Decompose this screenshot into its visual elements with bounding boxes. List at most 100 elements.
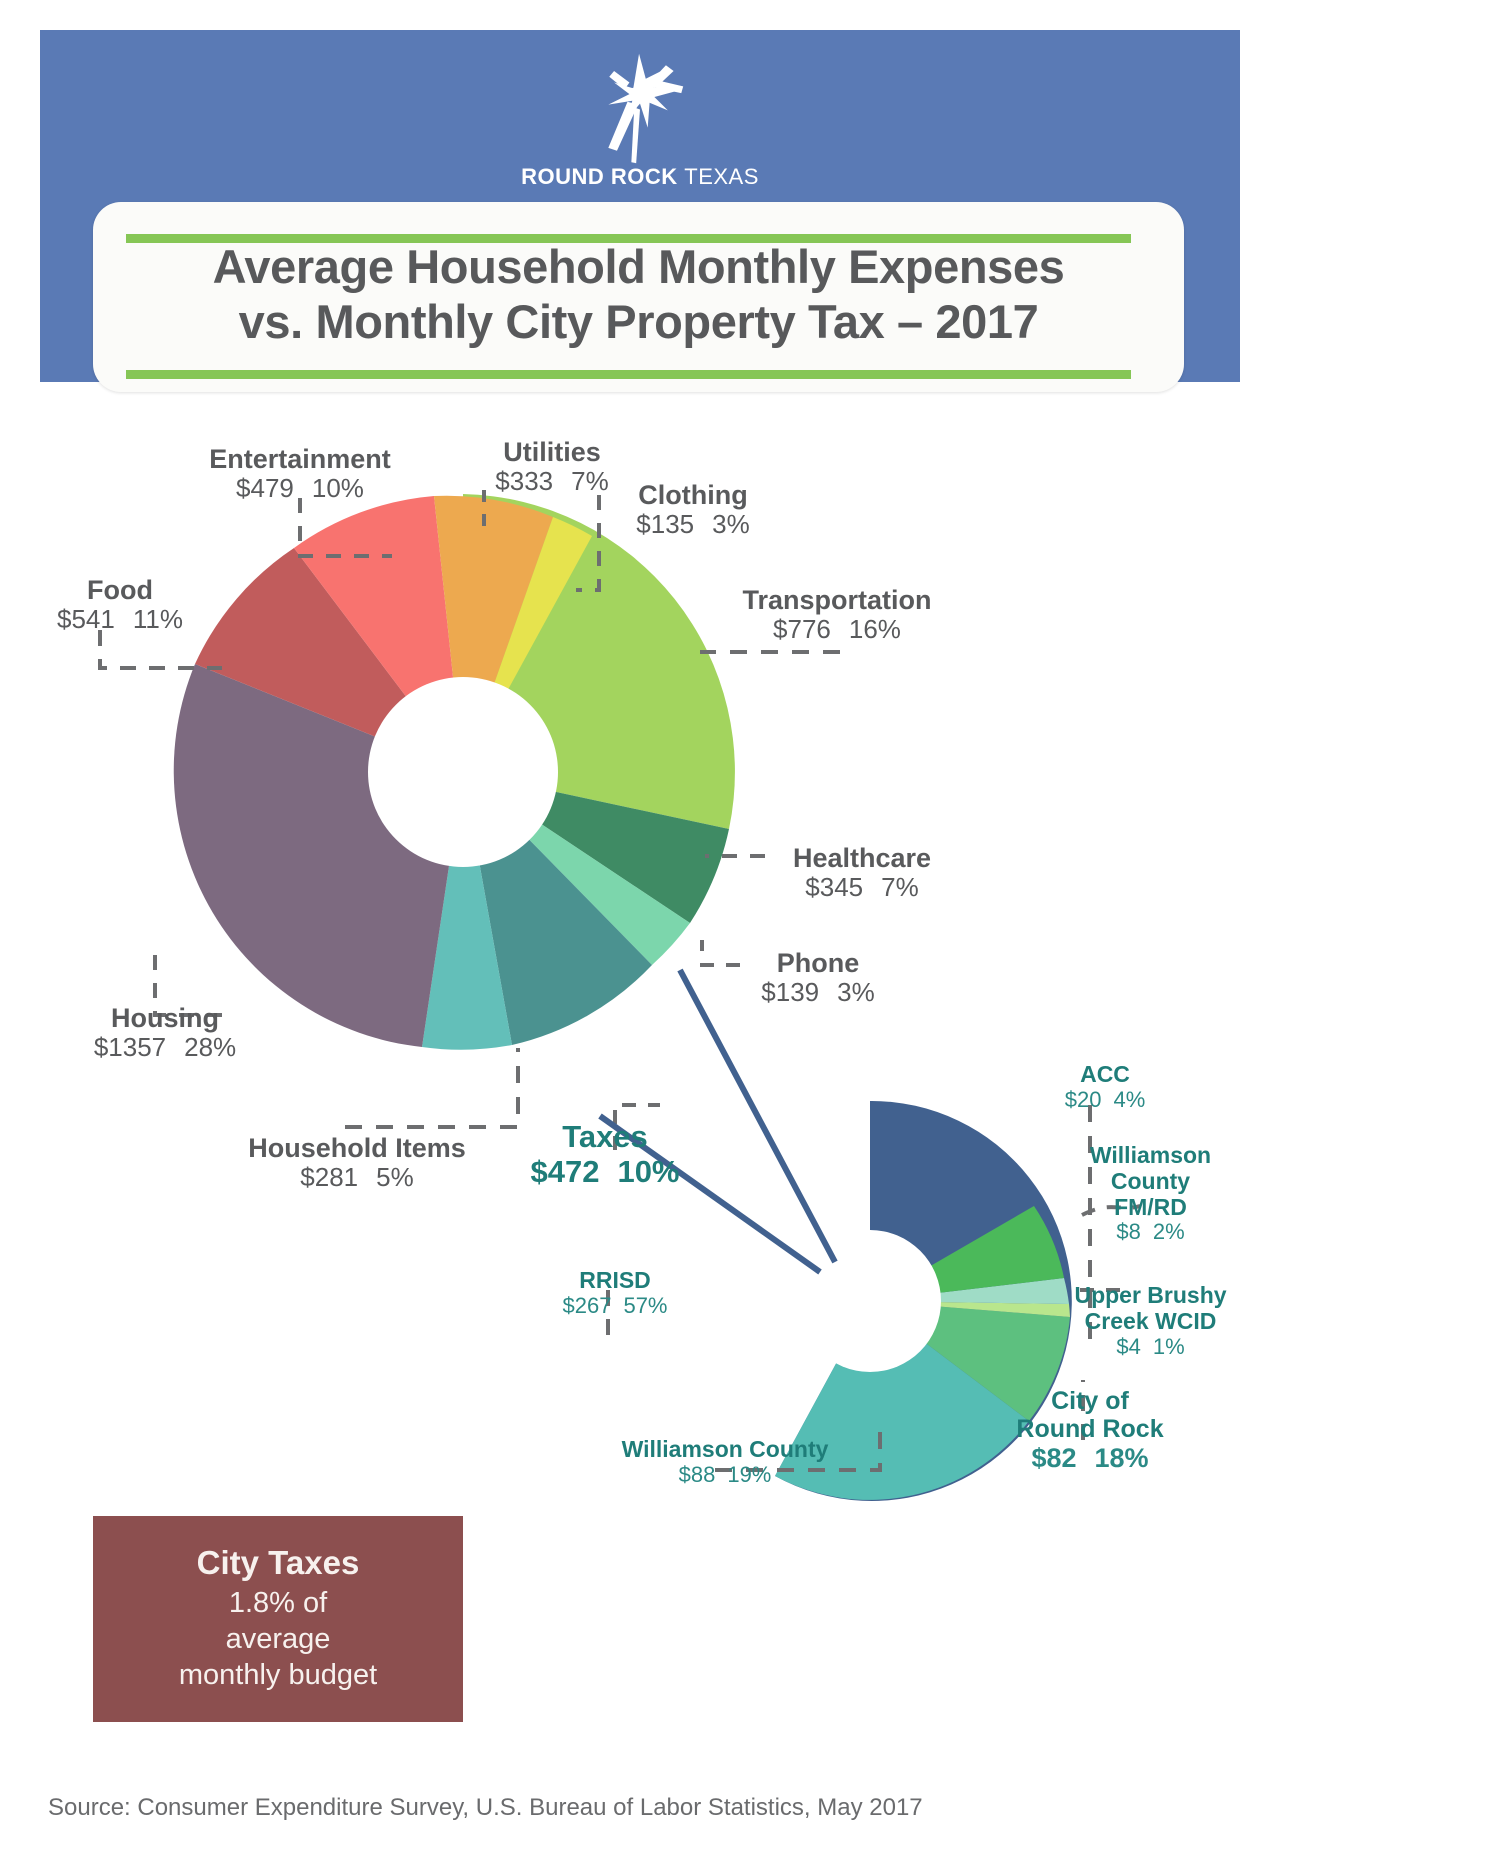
leader-entertainment: [298, 498, 392, 558]
tax-donut-hole: [799, 1230, 941, 1372]
label-taxes: Taxes $472 10%: [510, 1119, 700, 1189]
label-housing: Housing $1357 28%: [50, 1003, 280, 1062]
label-acc-amount: $20: [1064, 1086, 1102, 1112]
label-wilco-amount: $88: [678, 1461, 716, 1487]
label-ubcwcid-percent: 1%: [1152, 1333, 1185, 1359]
charts-svg: [98, 490, 1141, 1501]
label-wilco-fmrd-amount: $8: [1116, 1219, 1141, 1245]
label-acc-name: ACC: [1080, 1061, 1130, 1087]
city-taxes-line2: average: [225, 1623, 331, 1656]
main-expenses-donut: [173, 494, 735, 1050]
label-transportation: Transportation $776 16%: [722, 585, 952, 644]
charts-area: [0, 400, 1496, 1800]
label-utilities-name: Utilities: [503, 437, 601, 467]
label-ubcwcid-amount: $4: [1116, 1333, 1141, 1359]
main-leader-lines: [98, 490, 840, 1150]
label-city-of-round-rock: City of Round Rock $82 18%: [980, 1387, 1200, 1473]
label-phone-amount: $139: [761, 977, 820, 1008]
label-wilco-fmrd-name-3: FM/RD: [1114, 1193, 1187, 1220]
brand-wordmark: ROUND ROCK TEXAS: [521, 164, 759, 190]
label-utilities-amount: $333: [495, 466, 554, 497]
label-entertainment-name: Entertainment: [209, 444, 391, 474]
leader-household-items: [345, 1048, 520, 1129]
label-healthcare-name: Healthcare: [792, 843, 932, 873]
label-wilco-fmrd-name-1: Williamson: [1089, 1142, 1212, 1168]
label-taxes-percent: 10%: [617, 1153, 680, 1189]
label-rrisd-amount: $267: [562, 1292, 612, 1318]
title-rule-bottom: [126, 370, 1131, 379]
label-williamson-county-fmrd: Williamson County FM/RD $8 2%: [1053, 1142, 1248, 1245]
label-clothing-percent: 3%: [712, 509, 750, 540]
label-phone-name: Phone: [776, 948, 860, 978]
taxes-connector-lines: [598, 968, 838, 1275]
label-city-rr-name-2: Round Rock: [1016, 1415, 1164, 1443]
label-transportation-percent: 16%: [848, 614, 901, 645]
label-food: Food $541 11%: [20, 575, 220, 634]
label-household-items-amount: $281: [300, 1162, 359, 1193]
label-acc-percent: 4%: [1113, 1086, 1146, 1112]
label-transportation-name: Transportation: [742, 585, 932, 615]
label-wilco-percent: 19%: [727, 1461, 772, 1487]
city-taxes-line3: monthly budget: [178, 1658, 378, 1691]
source-note: Source: Consumer Expenditure Survey, U.S…: [48, 1794, 923, 1821]
slice-williamson-county: [775, 1301, 1029, 1500]
label-healthcare-percent: 7%: [881, 872, 919, 903]
label-household-items-name: Household Items: [248, 1133, 466, 1163]
leader-clothing: [576, 495, 601, 592]
connector-lower: [598, 1113, 822, 1275]
tax-leader-lines: [606, 1105, 1141, 1472]
label-rrisd: RRISD $267 57%: [530, 1267, 700, 1318]
label-city-rr-name-1: City of: [1051, 1387, 1129, 1415]
label-wilco-fmrd-percent: 2%: [1152, 1219, 1185, 1245]
label-food-name: Food: [87, 575, 153, 605]
property-tax-donut: [775, 1100, 1072, 1501]
label-utilities-percent: 7%: [571, 466, 609, 497]
label-utilities: Utilities $333 7%: [462, 437, 642, 496]
leader-wilco-fmrd: [1081, 1204, 1141, 1217]
label-williamson-county: Williamson County $88 19%: [600, 1436, 850, 1487]
label-phone-percent: 3%: [837, 977, 875, 1008]
leader-phone: [700, 940, 740, 967]
label-upper-brushy-creek-wcid: Upper Brushy Creek WCID $4 1%: [1043, 1282, 1258, 1359]
label-food-percent: 11%: [132, 604, 183, 635]
label-city-rr-amount: $82: [1031, 1443, 1077, 1473]
round-rock-star-logo-icon: [608, 53, 684, 164]
label-taxes-name: Taxes: [562, 1119, 648, 1154]
leader-williamson-county: [715, 1422, 882, 1472]
label-entertainment-amount: $479: [236, 473, 294, 504]
label-entertainment-percent: 10%: [311, 473, 364, 504]
label-healthcare-amount: $345: [805, 872, 864, 903]
brand-wordmark-thin: TEXAS: [684, 164, 759, 189]
leader-food: [98, 630, 222, 670]
label-household-items-percent: 5%: [376, 1162, 414, 1193]
brand-logo: ROUND ROCK TEXAS: [40, 48, 1240, 218]
label-rrisd-name: RRISD: [579, 1267, 651, 1293]
title-card: Average Household Monthly Expenses vs. M…: [93, 202, 1184, 392]
city-taxes-line1: 1.8% of: [228, 1587, 328, 1620]
leader-housing: [153, 955, 222, 1017]
label-wilco-fmrd-name-2: County: [1110, 1167, 1191, 1194]
label-food-amount: $541: [57, 604, 115, 635]
page-title-line2: vs. Monthly City Property Tax – 2017: [238, 294, 1039, 348]
label-clothing-amount: $135: [636, 509, 695, 540]
label-city-rr-percent: 18%: [1094, 1443, 1149, 1473]
slice-household-items: [422, 772, 512, 1050]
label-phone: Phone $139 3%: [728, 948, 908, 1007]
label-healthcare: Healthcare $345 7%: [762, 843, 962, 902]
page-title: Average Household Monthly Expenses vs. M…: [93, 240, 1184, 349]
connector-upper: [677, 968, 838, 1264]
label-clothing-name: Clothing: [638, 480, 748, 510]
label-housing-percent: 28%: [184, 1032, 237, 1063]
label-taxes-amount: $472: [530, 1153, 600, 1189]
label-clothing: Clothing $135 3%: [603, 480, 783, 539]
city-taxes-callout: City Taxes 1.8% of average monthly budge…: [93, 1516, 463, 1722]
label-transportation-amount: $776: [773, 614, 831, 645]
label-rrisd-percent: 57%: [623, 1292, 668, 1318]
label-ubcwcid-name-2: Creek WCID: [1084, 1307, 1217, 1334]
page-title-line1: Average Household Monthly Expenses: [212, 240, 1065, 293]
label-housing-amount: $1357: [93, 1032, 167, 1063]
label-household-items: Household Items $281 5%: [232, 1133, 482, 1192]
city-taxes-title: City Taxes: [196, 1544, 360, 1582]
title-rule-top: [126, 234, 1131, 243]
label-entertainment: Entertainment $479 10%: [200, 444, 400, 503]
